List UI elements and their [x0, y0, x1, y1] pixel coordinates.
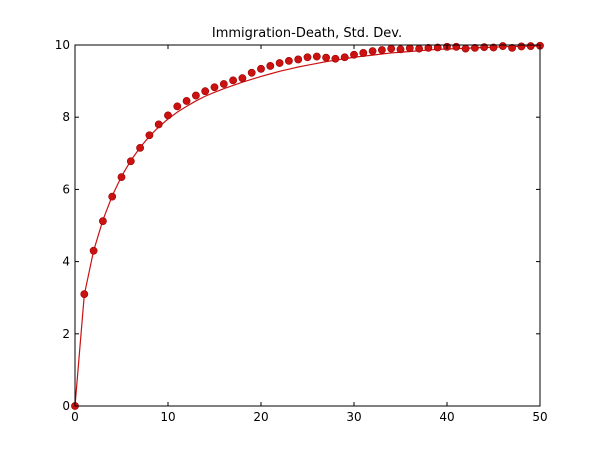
- data-point: [284, 56, 293, 65]
- data-point: [210, 83, 219, 92]
- data-point: [322, 53, 330, 62]
- data-point: [405, 44, 414, 53]
- data-point: [108, 192, 117, 201]
- data-point: [433, 43, 442, 52]
- data-point: [526, 42, 535, 50]
- data-point: [99, 217, 107, 226]
- data-point: [182, 97, 191, 105]
- data-point: [489, 43, 498, 52]
- data-point: [154, 120, 163, 129]
- data-point: [126, 157, 135, 166]
- y-tick-label: 10: [55, 38, 70, 52]
- x-tick-label: 10: [160, 410, 175, 424]
- data-point: [191, 91, 200, 100]
- data-point: [396, 45, 405, 54]
- chart-title: Immigration-Death, Std. Dev.: [212, 26, 402, 41]
- data-point: [229, 76, 237, 85]
- data-point: [359, 49, 368, 57]
- plot-frame: [74, 44, 541, 407]
- data-point: [238, 74, 247, 83]
- data-point: [415, 44, 423, 53]
- data-point: [80, 290, 89, 298]
- y-tick-label: 8: [62, 110, 70, 124]
- data-point: [452, 42, 461, 51]
- y-tick-label: 6: [62, 182, 70, 196]
- data-point: [461, 44, 470, 53]
- data-point: [377, 46, 386, 54]
- data-point: [173, 102, 182, 111]
- data-point: [508, 43, 516, 52]
- data-point: [368, 47, 377, 56]
- data-point: [498, 42, 507, 50]
- x-tick-label: 0: [71, 410, 79, 424]
- x-tick-label: 30: [346, 410, 361, 424]
- data-point: [266, 62, 275, 70]
- data-point: [303, 53, 312, 62]
- data-point: [89, 246, 98, 255]
- data-point: [219, 80, 228, 88]
- data-point: [257, 64, 265, 73]
- plot-area: [71, 41, 544, 410]
- data-point: [201, 87, 210, 96]
- data-point: [247, 68, 256, 77]
- data-point: [312, 52, 321, 61]
- data-point: [117, 173, 126, 182]
- y-tick-label: 4: [62, 255, 70, 269]
- x-tick-label: 20: [253, 410, 268, 424]
- data-point: [331, 54, 340, 63]
- data-point: [387, 44, 396, 53]
- data-point: [350, 50, 358, 59]
- data-point: [164, 111, 172, 120]
- data-point: [470, 43, 479, 52]
- data-point: [340, 53, 349, 62]
- axes: 0 10 20 30 40 50 0 2 4 6 8 10: [55, 38, 548, 424]
- data-point: [517, 42, 526, 51]
- data-point: [145, 131, 154, 140]
- x-tick-label: 50: [532, 410, 547, 424]
- data-point: [424, 43, 433, 52]
- data-point: [275, 59, 284, 67]
- data-point: [294, 55, 303, 64]
- x-tick-label: 40: [439, 410, 454, 424]
- y-tick-label: 0: [62, 399, 70, 413]
- data-point: [136, 143, 144, 152]
- series-line: [74, 45, 540, 407]
- y-tick-label: 2: [62, 327, 70, 341]
